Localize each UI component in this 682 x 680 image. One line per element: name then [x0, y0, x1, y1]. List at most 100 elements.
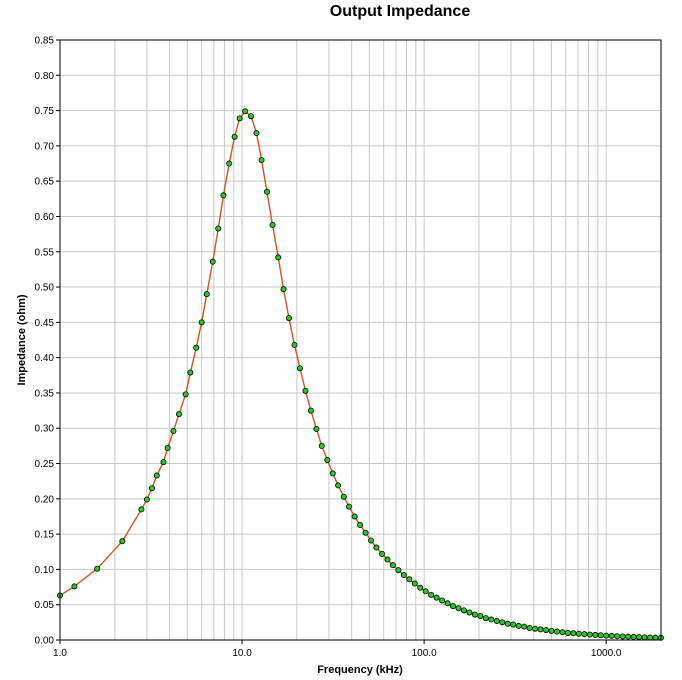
y-tick-label: 0.50 [35, 283, 55, 294]
data-point [138, 506, 145, 513]
data-point [362, 529, 369, 536]
y-tick-label: 0.05 [35, 600, 55, 611]
data-point [636, 634, 643, 641]
y-tick-label: 0.20 [35, 494, 55, 505]
data-point [559, 629, 566, 636]
data-point [384, 556, 391, 563]
data-point [357, 521, 364, 528]
data-point [543, 627, 550, 634]
chart-title: Output Impedance [330, 3, 471, 20]
data-point [313, 425, 320, 432]
plot-area-frame [59, 39, 662, 641]
data-point [417, 584, 424, 591]
data-point [389, 562, 396, 569]
x-tick-label: 1.0 [53, 648, 67, 659]
data-point [537, 626, 544, 633]
data-point [510, 621, 517, 628]
data-point [603, 632, 610, 639]
data-point [148, 485, 155, 492]
data-point [346, 503, 353, 510]
data-point [515, 622, 522, 629]
data-point [652, 634, 659, 641]
data-point [630, 633, 637, 640]
data-point [302, 387, 309, 394]
data-point [182, 391, 189, 398]
data-point [444, 600, 451, 607]
data-point [373, 544, 380, 551]
y-tick-label: 0.40 [35, 353, 55, 364]
data-point [575, 630, 582, 637]
data-point [258, 156, 265, 163]
data-point [318, 442, 325, 449]
data-point [488, 616, 495, 623]
data-point [625, 633, 632, 640]
data-point [570, 630, 577, 637]
y-tick-label: 0.25 [35, 459, 55, 470]
y-tick-label: 0.35 [35, 388, 55, 399]
series [57, 108, 664, 641]
data-point [406, 576, 413, 583]
data-point [94, 565, 101, 572]
y-tick-label: 0.30 [35, 424, 55, 435]
y-tick-label: 0.70 [35, 141, 55, 152]
data-point [209, 258, 216, 265]
data-point [236, 115, 243, 122]
data-point [242, 108, 249, 115]
y-tick-label: 0.10 [35, 565, 55, 576]
data-point [411, 580, 418, 587]
data-point [586, 631, 593, 638]
data-point [329, 470, 336, 477]
data-point [428, 591, 435, 598]
data-point [504, 620, 511, 627]
data-point [553, 628, 560, 635]
y-tick-label: 0.80 [35, 71, 55, 82]
y-tick-label: 0.85 [35, 36, 55, 47]
data-point [395, 567, 402, 574]
data-point [482, 615, 489, 622]
data-point [340, 493, 347, 500]
data-point [231, 133, 238, 140]
data-point [455, 605, 462, 612]
data-point [285, 315, 292, 322]
data-point [422, 588, 429, 595]
data-point [379, 550, 386, 557]
y-tick-label: 0.60 [35, 212, 55, 223]
data-point [526, 625, 533, 632]
data-point [641, 634, 648, 641]
y-tick-label: 0.75 [35, 106, 55, 117]
data-point [335, 482, 342, 489]
x-tick-label: 1000.0 [591, 648, 622, 659]
data-point [220, 192, 227, 199]
data-point [619, 633, 626, 640]
data-point [143, 496, 150, 503]
data-point [324, 456, 331, 463]
data-point [548, 627, 555, 634]
data-point [215, 225, 222, 232]
data-point [160, 459, 167, 466]
x-tick-label: 100.0 [412, 648, 437, 659]
data-point [164, 444, 171, 451]
data-point [296, 365, 303, 372]
data-point [153, 472, 160, 479]
x-tick-label: 10.0 [232, 648, 252, 659]
data-point [291, 341, 298, 348]
data-point [368, 537, 375, 544]
y-tick-label: 0.45 [35, 318, 55, 329]
data-point [71, 583, 78, 590]
data-point [450, 603, 457, 610]
grid [60, 40, 661, 640]
data-point [269, 221, 276, 228]
y-axis-label: Impedance (ohm) [16, 294, 28, 385]
data-point [280, 286, 287, 293]
data-point [608, 632, 615, 639]
data-point [592, 631, 599, 638]
tick-labels: 0.00 0.05 0.10 0.15 0.20 0.25 0.30 0.35 0.40 0.45… [35, 36, 622, 660]
data-point [226, 160, 233, 167]
data-point [471, 611, 478, 618]
x-axis-label: Frequency (kHz) [317, 664, 403, 676]
data-point [187, 369, 194, 376]
data-point [170, 428, 177, 435]
data-point [614, 633, 621, 640]
data-point [466, 609, 473, 616]
